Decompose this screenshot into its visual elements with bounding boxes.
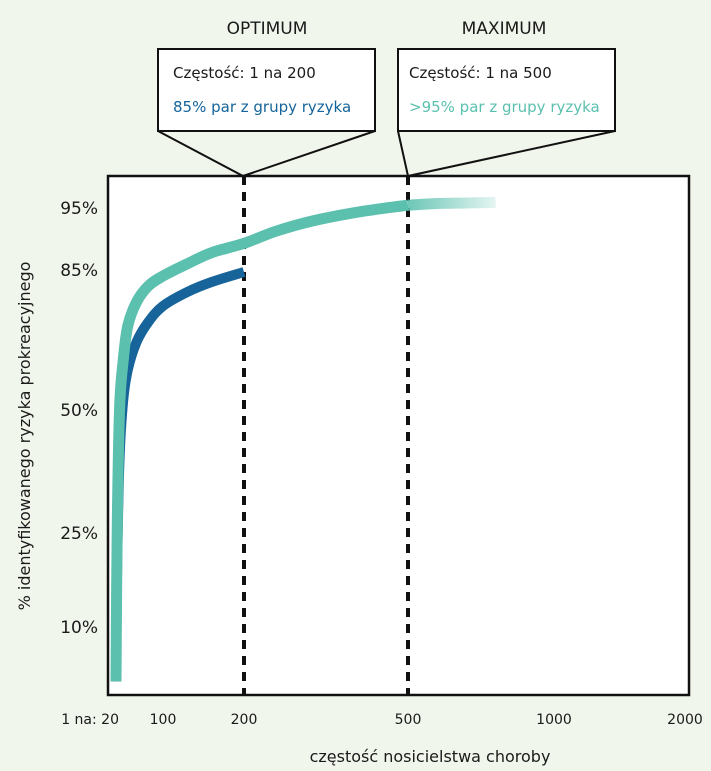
maximum-frequency: Częstość: 1 na 500	[409, 64, 552, 82]
optimum-callout	[157, 130, 376, 178]
maximum-box	[397, 48, 616, 132]
series	[110, 196, 496, 682]
x-tick-label: 1000	[536, 712, 572, 728]
x-tick-label: 200	[231, 712, 258, 728]
optimum-box	[157, 48, 376, 132]
plot-area	[106, 174, 691, 697]
reference-lines	[242, 176, 410, 695]
ticks: 1 na: 20 100 200 500 1000 2000 95% 85% 50% 25% 10%	[60, 199, 703, 728]
x-axis-label: częstość nosicielstwa choroby	[310, 747, 551, 766]
x-tick-label: 2000	[667, 712, 703, 728]
optimum-title: OPTIMUM	[227, 19, 308, 39]
maximum-callout	[397, 130, 616, 178]
x-tick-label: 1 na: 20	[61, 712, 119, 728]
optimum-frequency: Częstość: 1 na 200	[173, 64, 316, 82]
y-tick-label: 85%	[60, 261, 98, 281]
y-tick-label: 50%	[60, 401, 98, 421]
y-tick-label: 25%	[60, 524, 98, 544]
x-tick-label: 100	[150, 712, 177, 728]
y-axis-label: % identyfikowanego ryzyka prokreacyjnego	[15, 262, 34, 611]
maximum-title: MAXIMUM	[462, 19, 547, 39]
series-teal-tail	[407, 196, 496, 211]
series-teal-line	[110, 199, 409, 682]
annotations: OPTIMUM MAXIMUM Częstość: 1 na 200 85% p…	[157, 19, 616, 178]
x-tick-label: 500	[395, 712, 422, 728]
maximum-share: >95% par z grupy ryzyka	[409, 98, 600, 116]
optimum-share: 85% par z grupy ryzyka	[173, 98, 351, 116]
y-tick-label: 95%	[60, 199, 98, 219]
y-tick-label: 10%	[60, 618, 98, 638]
